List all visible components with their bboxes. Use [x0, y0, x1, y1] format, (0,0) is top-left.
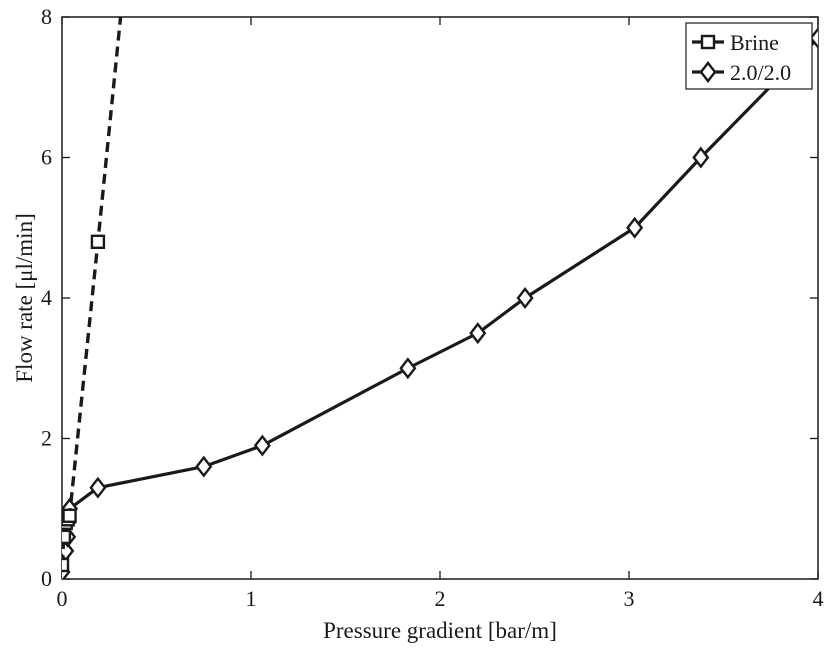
legend-2-0-2-0-marker [699, 61, 717, 83]
y-tick-label: 4 [41, 285, 52, 310]
series-layer [62, 17, 818, 579]
x-tick-label: 1 [246, 586, 257, 611]
legend-item-2-0-2-0: 2.0/2.0 [692, 60, 791, 85]
legend: Brine 2.0/2.0 [685, 22, 813, 90]
series-brine-point [62, 529, 72, 545]
y-tick-label: 6 [41, 145, 52, 170]
series-2-0-2-0-point [89, 476, 107, 499]
x-tick-label: 2 [435, 586, 446, 611]
legend-brine-label: Brine [730, 30, 779, 55]
legend-brine-marker [700, 34, 716, 50]
series-brine-line [62, 17, 123, 566]
y-tick-label: 0 [41, 566, 52, 591]
series-2-0-2-0-line [62, 36, 818, 573]
series-brine [62, 17, 123, 573]
series-brine-point [62, 508, 77, 523]
series-2-0-2-0-point [809, 27, 818, 50]
legend-item-brine: Brine [692, 30, 779, 55]
x-tick-label: 4 [813, 586, 824, 611]
series-2-0-2-0-point [692, 146, 710, 169]
series-2-0-2-0-point [469, 322, 487, 345]
x-tick-label: 0 [57, 586, 68, 611]
series-2-0-2-0-point [399, 357, 417, 380]
plot-area [61, 16, 819, 580]
series-2-0-2-0-point [516, 287, 534, 309]
series-brine-point [62, 557, 70, 573]
x-tick-label: 3 [624, 586, 635, 611]
plot-frame [61, 16, 819, 580]
x-axis-title: Pressure gradient [bar/m] [323, 618, 557, 643]
y-axis-title: Flow rate [μl/min] [12, 213, 37, 382]
series-2-0-2-0-point [253, 434, 271, 457]
series-2-0-2-0-point [626, 216, 644, 239]
series-2-0-2-0 [62, 27, 818, 579]
series-brine-point [90, 234, 106, 250]
series-2-0-2-0-point [195, 455, 213, 478]
y-tick-label: 2 [41, 426, 52, 451]
legend-2-0-2-0-label: 2.0/2.0 [730, 60, 791, 85]
y-tick-label: 8 [41, 4, 52, 29]
axis-ticks: 0 1 2 3 4 0 2 4 6 8 [41, 4, 824, 611]
